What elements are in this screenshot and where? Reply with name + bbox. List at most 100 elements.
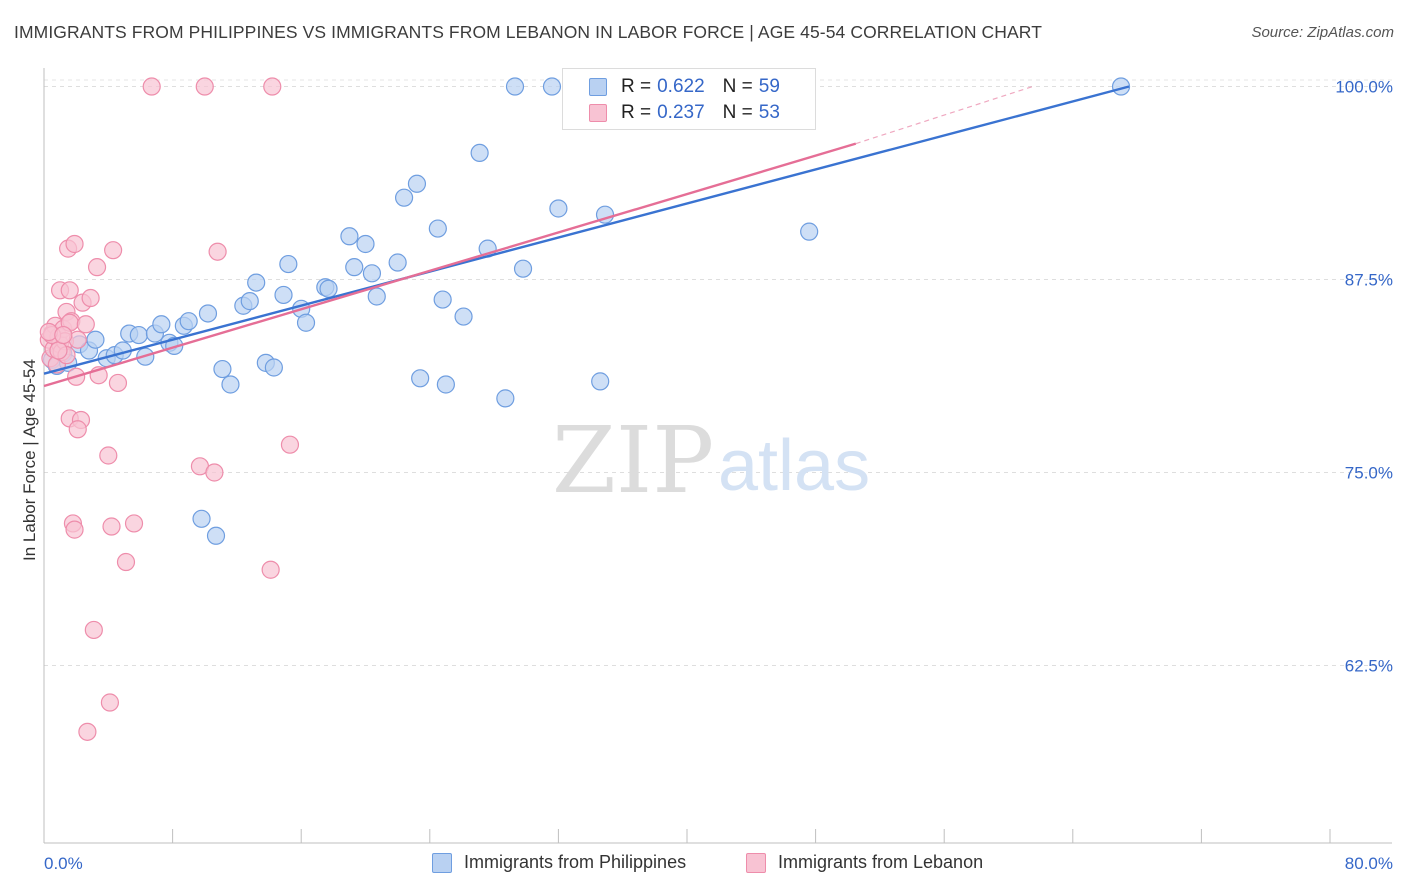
data-point	[208, 242, 227, 261]
data-point	[470, 143, 489, 163]
source-credit: Source: ZipAtlas.com	[1251, 24, 1394, 41]
data-point	[102, 517, 121, 536]
data-point	[345, 258, 364, 277]
data-point	[142, 77, 161, 96]
bottom-legend-label-philippines: Immigrants from Philippines	[464, 852, 687, 872]
data-point	[280, 435, 300, 454]
gridlines	[44, 79, 1392, 666]
data-point	[263, 77, 282, 96]
data-point	[367, 287, 386, 306]
data-point	[296, 313, 316, 332]
axes	[43, 68, 1392, 844]
legend-n-label: N =	[722, 76, 753, 97]
legend-r-value: 0.237	[657, 102, 705, 123]
data-point	[99, 446, 118, 465]
trend-line	[43, 85, 1130, 375]
data-point	[195, 77, 214, 96]
data-point	[60, 281, 79, 300]
legend-r-label: R =	[621, 102, 652, 123]
bottom-legend-swatch-philippines	[432, 852, 452, 873]
trend-line	[43, 142, 857, 388]
data-point	[213, 359, 232, 379]
y-tick-label: 75.0%	[1345, 463, 1393, 482]
y-tick-label: 87.5%	[1345, 271, 1393, 290]
data-point	[205, 463, 224, 482]
data-point	[549, 199, 568, 218]
legend-r-value: 0.622	[657, 76, 705, 97]
data-point	[362, 264, 382, 283]
x-tick-labels: 0.0% 80.0%	[44, 854, 1393, 873]
data-point	[591, 372, 610, 391]
data-point	[240, 292, 259, 311]
data-point	[356, 234, 375, 254]
data-point	[454, 307, 473, 326]
data-point	[388, 253, 407, 272]
data-point	[433, 290, 452, 309]
legend-n-value: 59	[758, 76, 780, 97]
data-point	[124, 514, 144, 533]
data-point	[108, 373, 128, 393]
data-point	[78, 722, 97, 741]
watermark-atlas: atlas	[718, 426, 870, 506]
data-point	[274, 285, 293, 305]
legend-swatch-philippines	[589, 78, 607, 96]
data-point	[65, 234, 84, 254]
data-point	[198, 304, 218, 323]
data-point	[319, 279, 338, 298]
legend-row-lebanon: R = 0.237 N = 53	[589, 102, 780, 124]
bottom-legend-swatch-lebanon	[746, 852, 766, 873]
data-point	[436, 375, 455, 394]
data-point	[505, 77, 525, 96]
data-point	[340, 227, 359, 246]
x-tick-label: 80.0%	[1345, 854, 1393, 873]
bottom-legend-lebanon: Immigrants from Lebanon	[746, 852, 983, 873]
data-point	[104, 241, 123, 260]
data-point	[152, 315, 171, 334]
legend-n-label: N =	[722, 102, 753, 123]
trend-lines	[43, 85, 1130, 388]
data-point	[247, 273, 266, 292]
legend-swatch-lebanon	[589, 104, 607, 122]
series-lebanon-points	[39, 77, 761, 741]
data-point	[179, 312, 198, 331]
legend-row-philippines: R = 0.622 N = 59	[589, 76, 780, 98]
data-point	[800, 222, 819, 241]
data-point	[411, 369, 430, 388]
data-point	[116, 552, 136, 572]
data-point	[428, 219, 447, 238]
y-tick-labels: 62.5% 75.0% 87.5% 100.0%	[1335, 78, 1393, 676]
data-point	[279, 254, 298, 274]
x-tick-label: 0.0%	[44, 854, 83, 873]
bottom-legend-philippines: Immigrants from Philippines	[432, 852, 686, 873]
correlation-legend: R = 0.622 N = 59 R = 0.237 N = 53	[562, 68, 816, 130]
chart-title: IMMIGRANTS FROM PHILIPPINES VS IMMIGRANT…	[14, 22, 1042, 42]
trend-line-extension	[855, 85, 1033, 145]
legend-n-value: 53	[758, 102, 780, 123]
data-point	[165, 336, 184, 355]
watermark-zip: ZIP	[552, 407, 714, 514]
data-point	[496, 389, 515, 408]
data-point	[394, 188, 414, 207]
data-point	[542, 77, 562, 96]
data-point	[264, 358, 283, 377]
data-point	[49, 341, 68, 360]
y-tick-label: 62.5%	[1345, 656, 1393, 675]
data-point	[513, 259, 533, 278]
data-point	[68, 420, 87, 439]
data-point	[84, 620, 103, 640]
data-point	[206, 526, 226, 545]
data-point	[54, 325, 73, 345]
data-point	[76, 315, 95, 334]
data-point	[87, 258, 107, 277]
data-point	[129, 325, 148, 345]
data-point	[65, 520, 84, 539]
data-point	[100, 693, 120, 712]
data-point	[86, 330, 105, 349]
legend-r-label: R =	[621, 76, 652, 97]
data-point	[261, 560, 280, 579]
data-point	[407, 174, 427, 193]
bottom-legend-label-lebanon: Immigrants from Lebanon	[778, 852, 984, 872]
data-point	[81, 288, 100, 308]
y-tick-label: 100.0%	[1335, 78, 1393, 97]
